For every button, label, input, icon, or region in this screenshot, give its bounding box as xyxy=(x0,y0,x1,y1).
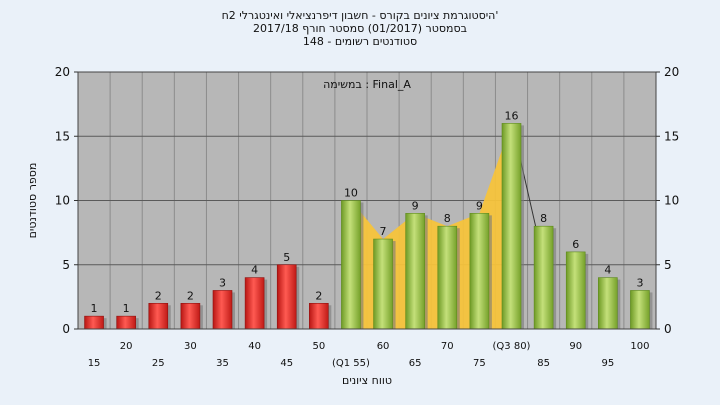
legend-label: Final_A : במשימה xyxy=(323,78,411,91)
bar-3 xyxy=(180,302,201,330)
x-tick-label: 65 xyxy=(409,358,422,369)
bar-10 xyxy=(405,213,425,330)
x-tick-label: 30 xyxy=(184,341,197,352)
x-tick-label: 90 xyxy=(569,341,582,352)
bar-17 xyxy=(630,290,650,330)
y-tick-label-left: 0 xyxy=(62,322,70,336)
x-tick-label: 70 xyxy=(441,341,454,352)
x-tick-label: 50 xyxy=(312,341,325,352)
bar-4 xyxy=(212,290,233,330)
data-label: 7 xyxy=(380,225,387,238)
chart-title-line-1: 'היסטוגרמת ציונים בקורס - חשבון דיפרנציא… xyxy=(221,9,499,22)
data-label: 4 xyxy=(251,264,258,277)
chart-title-line-3: סטודנטים רשומים - 148 xyxy=(302,35,418,48)
bar-16 xyxy=(598,277,618,330)
data-label: 3 xyxy=(219,276,226,289)
x-axis-title: טווח ציונים xyxy=(342,374,392,387)
x-tick-label: 20 xyxy=(120,341,133,352)
data-label: 2 xyxy=(187,289,194,302)
bar-0 xyxy=(84,315,104,330)
y-axis-title: מספר סטודנטים xyxy=(26,163,39,239)
y-tick-label-left: 5 xyxy=(62,258,70,272)
data-label: 6 xyxy=(572,238,579,251)
y-tick-label-right: 5 xyxy=(664,258,672,272)
y-tick-label-left: 10 xyxy=(55,194,70,208)
bar-15 xyxy=(565,251,586,330)
data-label: 3 xyxy=(636,276,643,289)
x-tick-label: 95 xyxy=(601,358,614,369)
bar-2 xyxy=(148,302,169,330)
bar-1 xyxy=(116,315,136,330)
x-tick-label: (Q1 55) xyxy=(332,358,370,369)
bar-8 xyxy=(341,200,361,330)
data-label: 9 xyxy=(476,199,483,212)
y-tick-label-right: 10 xyxy=(664,194,679,208)
bar-5 xyxy=(244,277,265,330)
data-label: 5 xyxy=(283,251,290,264)
bar-11 xyxy=(437,225,458,330)
data-label: 8 xyxy=(444,212,451,225)
bar-7 xyxy=(309,302,329,330)
bar-9 xyxy=(373,238,393,330)
data-label: 8 xyxy=(540,212,547,225)
x-tick-label: 45 xyxy=(280,358,293,369)
x-tick-label: 60 xyxy=(377,341,390,352)
y-tick-label-right: 20 xyxy=(664,65,679,79)
y-tick-label-right: 0 xyxy=(664,322,672,336)
x-tick-label: 25 xyxy=(152,358,165,369)
data-label: 1 xyxy=(123,302,130,315)
data-label: 1 xyxy=(91,302,98,315)
bar-12 xyxy=(469,213,490,330)
x-tick-label: (Q3 80) xyxy=(493,341,531,352)
x-tick-label: 85 xyxy=(537,358,550,369)
data-label: 9 xyxy=(412,199,419,212)
data-label: 2 xyxy=(155,289,162,302)
chart-title-line-2: בסמסטר (01/2017) סמסטר חורף 2017/18 xyxy=(253,22,467,35)
data-label: 4 xyxy=(604,264,611,277)
y-tick-label-right: 15 xyxy=(664,129,679,143)
x-tick-label: 75 xyxy=(473,358,486,369)
y-tick-label-left: 20 xyxy=(55,65,70,79)
x-tick-label: 15 xyxy=(88,358,101,369)
y-tick-label-left: 15 xyxy=(55,129,70,143)
x-tick-label: 100 xyxy=(630,341,649,352)
bar-6 xyxy=(276,264,297,330)
data-label: 2 xyxy=(315,289,322,302)
x-tick-label: 35 xyxy=(216,358,229,369)
bar-14 xyxy=(533,225,554,330)
data-label: 16 xyxy=(505,109,519,122)
bar-13 xyxy=(501,123,522,330)
data-label: 10 xyxy=(344,187,358,200)
x-tick-label: 40 xyxy=(248,341,261,352)
